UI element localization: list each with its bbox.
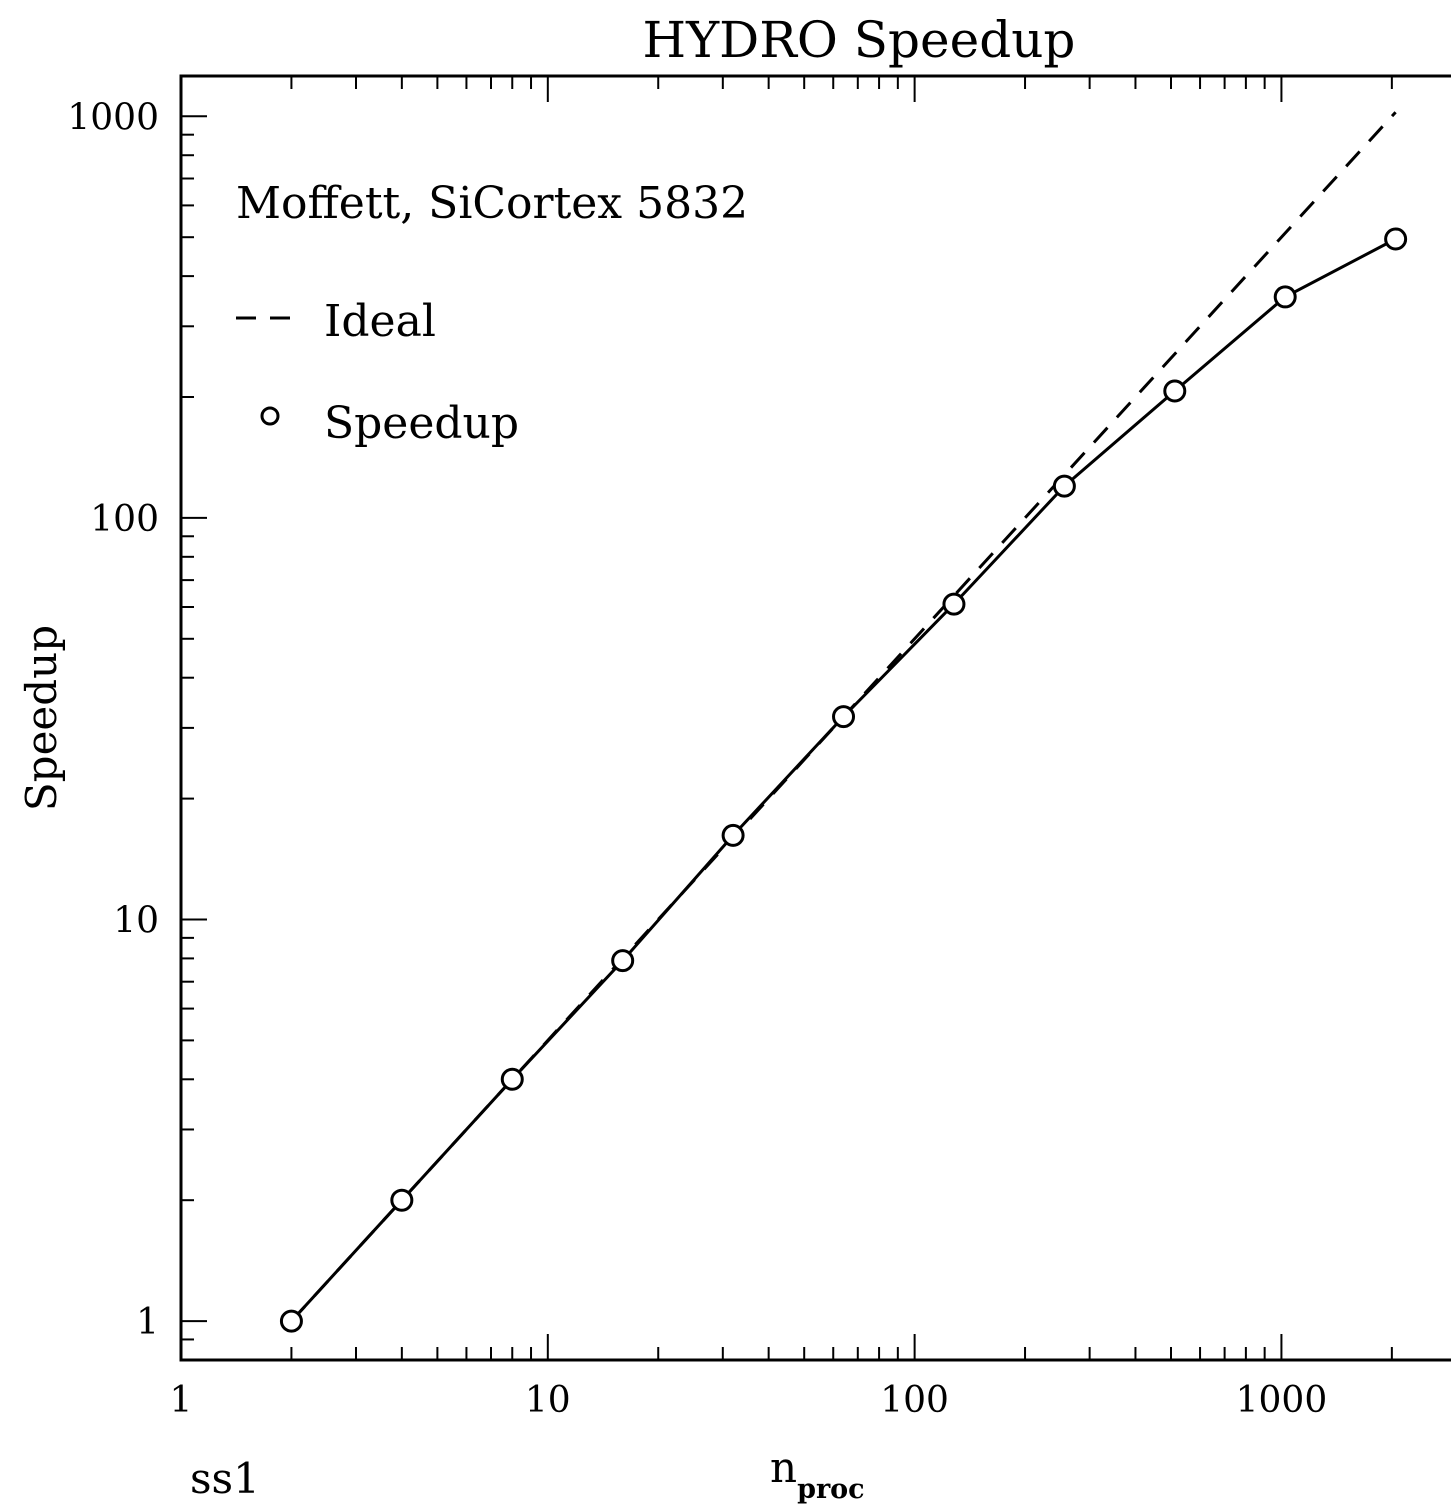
x-tick-label: 1000 — [1236, 1380, 1328, 1421]
x-tick-label: 10 — [525, 1380, 571, 1421]
series-layer — [279, 111, 1408, 1333]
chart-annotation: Moffett, SiCortex 5832 — [236, 178, 748, 229]
x-axis-label-subscript: proc — [797, 1474, 865, 1505]
x-axis-label: nproc — [770, 1443, 865, 1505]
speedup-point — [390, 1188, 414, 1212]
speedup-point — [1384, 227, 1408, 251]
speedup-point — [1273, 285, 1297, 309]
speedup-point — [279, 1309, 303, 1333]
speedup-point — [942, 592, 966, 616]
y-tick-label: 1000 — [67, 97, 159, 138]
speedup-point — [1163, 379, 1187, 403]
x-tick-label: 1 — [170, 1380, 193, 1421]
legend-speedup-marker — [260, 406, 280, 426]
legend: Ideal Speedup — [236, 296, 519, 449]
corner-label: ss1 — [190, 1454, 260, 1503]
speedup-point — [611, 949, 635, 973]
y-axis-label: Speedup — [17, 625, 66, 811]
y-tick-label: 10 — [113, 900, 159, 941]
y-tick-label: 1 — [136, 1302, 159, 1343]
x-tick-label: 100 — [880, 1380, 949, 1421]
legend-speedup-label: Speedup — [324, 398, 519, 449]
speedup-point — [721, 823, 745, 847]
legend-ideal-label: Ideal — [324, 296, 436, 347]
x-axis-label-main: n — [770, 1443, 797, 1492]
speedup-point — [1052, 474, 1076, 498]
axis-tick-labels: 1 10 100 1000 1 10 100 1000 — [67, 97, 1327, 1421]
plot-frame — [179, 74, 1451, 1362]
chart-title: HYDRO Speedup — [643, 11, 1076, 69]
speedup-point — [832, 705, 856, 729]
speedup-point — [500, 1067, 524, 1091]
axis-ticks — [180, 76, 1393, 1361]
y-tick-label: 100 — [90, 499, 159, 540]
